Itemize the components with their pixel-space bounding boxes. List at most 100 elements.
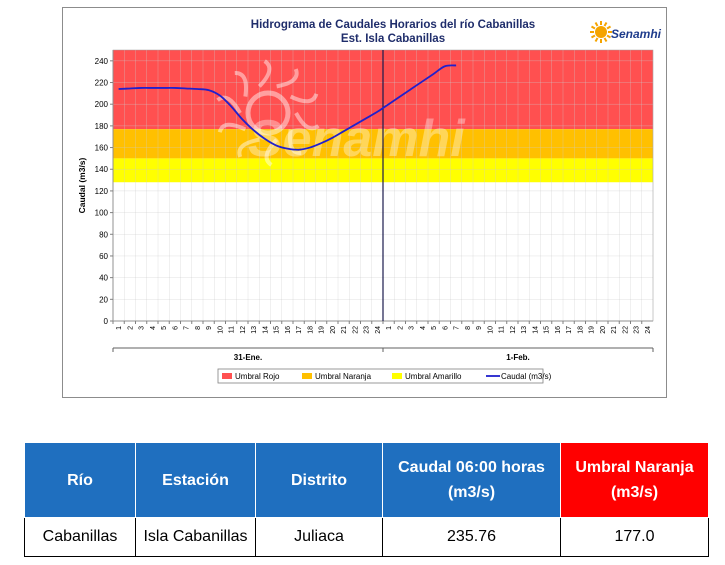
watermark-sun-ray	[264, 138, 279, 167]
x-tick-label: 11	[499, 326, 506, 333]
chart-series	[118, 50, 457, 321]
x-tick-label: 8	[465, 326, 472, 330]
legend-label: Umbral Rojo	[235, 372, 280, 381]
watermark-sun-ray	[294, 112, 320, 131]
logo-sun-ray	[594, 21, 599, 27]
y-tick-label: 120	[95, 187, 109, 196]
watermark-sun-icon	[216, 59, 320, 167]
x-tick-label: 23	[634, 326, 641, 334]
logo-sun-ray	[606, 25, 612, 30]
x-tick-label: 21	[611, 326, 618, 334]
y-tick-label: 160	[95, 144, 109, 153]
x-tick-label: 9	[206, 326, 213, 330]
hydrograph-chart: Senamhi 02040608010012014016018020022024…	[77, 19, 662, 384]
header-estacion: Estación	[135, 442, 256, 518]
x-tick-label: 15	[274, 326, 281, 334]
cell-estacion: Isla Cabanillas	[135, 517, 256, 557]
header-umbral-naranja: Umbral Naranja (m3/s)	[560, 442, 709, 518]
x-tick-label: 16	[555, 326, 562, 334]
x-tick-label: 24	[645, 326, 652, 334]
legend-swatch	[222, 373, 232, 379]
x-tick-label: 5	[431, 326, 438, 330]
header-caudal: Caudal 06:00 horas (m3/s)	[382, 442, 561, 518]
logo-sun-ray	[606, 34, 612, 39]
x-tick-label: 5	[161, 326, 168, 330]
x-tick-label: 4	[420, 326, 427, 330]
x-tick-label: 7	[454, 326, 461, 330]
watermark-sun-ray	[289, 93, 319, 104]
x-tick-label: 6	[442, 326, 449, 330]
cell-caudal: 235.76	[382, 517, 561, 557]
x-tick-label: 18	[577, 326, 584, 334]
watermark-sun-ray	[217, 122, 247, 133]
table-header-row: Río Estación Distrito Caudal 06:00 horas…	[24, 442, 709, 518]
x-tick-label: 2	[397, 326, 404, 330]
table-row: Cabanillas Isla Cabanillas Juliaca 235.7…	[24, 517, 709, 557]
x-tick-label: 9	[476, 326, 483, 330]
logo-sun-ray	[603, 21, 608, 27]
senamhi-watermark: Senamhi	[216, 59, 466, 168]
watermark-text: Senamhi	[248, 110, 466, 168]
chart-legend: Umbral Rojo Umbral Naranja Umbral Amarillo…	[217, 368, 552, 384]
x-tick-label: 1	[386, 326, 393, 330]
x-tick-label: 6	[172, 326, 179, 330]
x-tick-label: 1	[116, 326, 123, 330]
x-tick-label: 17	[566, 326, 573, 334]
x-tick-label: 7	[184, 326, 191, 330]
y-tick-label: 60	[99, 252, 108, 261]
x-tick-label: 8	[195, 326, 202, 330]
watermark-sun-ray	[276, 68, 299, 89]
x-tick-label: 15	[544, 326, 551, 334]
y-tick-label: 140	[95, 165, 109, 174]
x-tick-label: 11	[229, 326, 236, 333]
logo-sun-core	[595, 26, 607, 38]
chart-frame: Senamhi 0 20 40 60 80 100 120 140 160 180 200 220 24…	[62, 7, 667, 398]
legend-swatch	[392, 373, 402, 379]
y-tick-label: 0	[104, 317, 109, 326]
x-tick-label: 19	[319, 326, 326, 334]
date-label: 31-Ene.	[234, 353, 262, 362]
senamhi-logo: Senamhi	[590, 21, 662, 43]
y-tick-label: 240	[95, 57, 109, 66]
x-tick-label: 22	[352, 326, 359, 334]
y-tick-label: 20	[99, 295, 108, 304]
series-line-caudal	[118, 64, 457, 151]
x-tick-label: 24	[375, 326, 382, 334]
watermark-sun-ray	[237, 137, 260, 158]
x-tick-label: 12	[510, 326, 517, 334]
cell-distrito: Juliaca	[255, 517, 383, 557]
logo-sun-ray	[594, 37, 599, 43]
x-tick-label: 12	[240, 326, 247, 334]
watermark-sun-core	[245, 90, 291, 136]
x-tick-label: 21	[341, 326, 348, 334]
x-tick-label: 14	[262, 326, 269, 334]
watermark-sun-ray	[234, 70, 248, 97]
chart-title: Hidrograma de Caudales Horarios del río …	[251, 19, 535, 31]
logo-text: Senamhi	[611, 27, 662, 41]
y-tick-label: 80	[99, 230, 108, 239]
x-tick-label: 10	[487, 326, 494, 334]
x-tick-label: 13	[521, 326, 528, 334]
chart-subtitle: Est. Isla Cabanillas	[341, 33, 445, 45]
x-tick-label: 4	[150, 326, 157, 330]
y-tick-label: 40	[99, 274, 108, 283]
data-table: Río Estación Distrito Caudal 06:00 horas…	[24, 442, 709, 557]
watermark-sun-ray	[257, 59, 272, 88]
x-tick-label: 18	[307, 326, 314, 334]
y-axis-title: Caudal (m3/s)	[77, 157, 87, 213]
legend-swatch	[302, 373, 312, 379]
x-tick-label: 3	[139, 326, 146, 330]
header-distrito: Distrito	[255, 442, 383, 518]
x-tick-label: 2	[127, 326, 134, 330]
x-tick-label: 19	[589, 326, 596, 334]
legend-label: Caudal (m3/s)	[501, 372, 552, 381]
x-tick-label: 17	[296, 326, 303, 334]
y-tick-label: 200	[95, 100, 109, 109]
date-label: 1-Feb.	[506, 353, 530, 362]
logo-sun-ray	[590, 34, 596, 39]
legend-label: Umbral Amarillo	[405, 372, 462, 381]
legend-label: Umbral Naranja	[315, 372, 372, 381]
header-rio: Río	[24, 442, 136, 518]
watermark-sun-ray	[216, 95, 242, 114]
